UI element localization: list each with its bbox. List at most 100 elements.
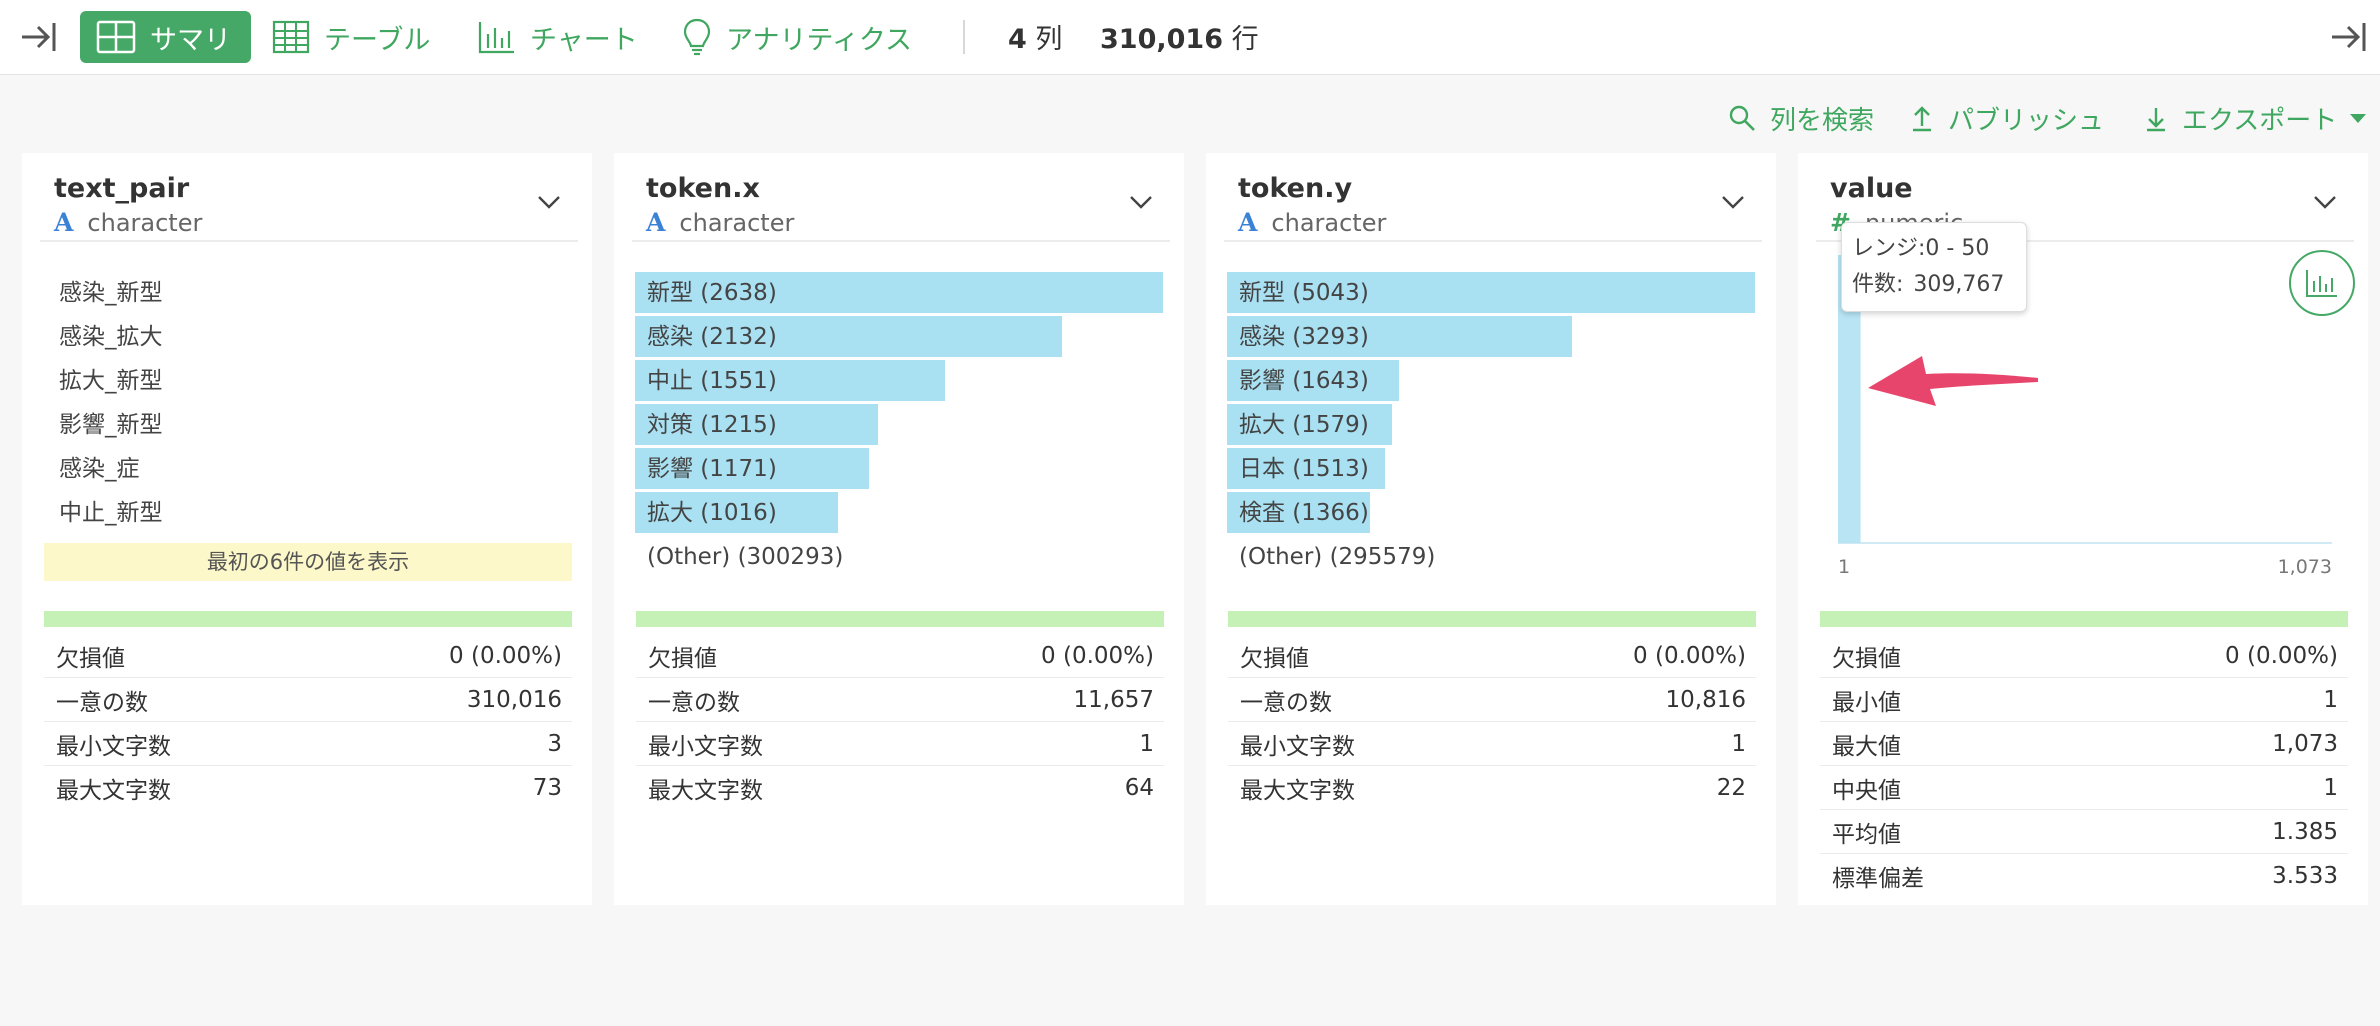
list-item: 感染_新型 — [43, 271, 571, 315]
value-label: 拡大 (1579) — [1239, 412, 1369, 438]
search-columns-label: 列を検索 — [1770, 105, 1875, 136]
stat-row: 一意の数 11,657 — [636, 678, 1164, 722]
list-item[interactable]: 検査 (1366) — [1227, 491, 1755, 535]
missing-value-bar — [636, 611, 1164, 627]
column-type: A character — [646, 207, 794, 239]
stat-value: 22 — [1716, 775, 1746, 801]
list-item[interactable]: 拡大 (1579) — [1227, 403, 1755, 447]
header-divider — [632, 240, 1170, 242]
stat-value: 11,657 — [1073, 686, 1154, 713]
tab-analytics[interactable]: アナリティクス — [682, 11, 912, 63]
frequency-bar — [635, 404, 878, 445]
value-label: 感染_拡大 — [59, 324, 163, 350]
tab-summary[interactable]: サマリ — [80, 11, 251, 63]
value-label: 感染_新型 — [59, 280, 163, 306]
value-label: 拡大_新型 — [59, 368, 163, 394]
list-item[interactable]: 中止 (1551) — [635, 359, 1163, 403]
stat-row: 最小値 1 — [1820, 678, 2348, 722]
row-count-unit: 行 — [1231, 24, 1259, 55]
value-label: 新型 (2638) — [647, 280, 777, 306]
list-item[interactable]: 感染 (2132) — [635, 315, 1163, 359]
column-menu-chevron-icon[interactable] — [536, 189, 562, 215]
histogram-chart[interactable]: 1 1,073 — [1818, 243, 2348, 583]
list-item[interactable]: 影響 (1643) — [1227, 359, 1755, 403]
list-item: (Other) (300293) — [635, 535, 1163, 579]
stat-label: 最大値 — [1832, 733, 1901, 760]
x-tick-max: 1,073 — [2278, 556, 2332, 578]
value-label: 感染 (3293) — [1239, 324, 1369, 350]
collapse-left-icon[interactable] — [16, 14, 62, 60]
stat-label: 中央値 — [1832, 777, 1901, 804]
column-menu-chevron-icon[interactable] — [1720, 189, 1746, 215]
publish-label: パブリッシュ — [1948, 105, 2105, 136]
stat-row: 一意の数 310,016 — [44, 678, 572, 722]
column-name: value — [1830, 173, 1913, 204]
character-type-icon: A — [1238, 208, 1258, 237]
character-type-icon: A — [646, 208, 666, 237]
search-columns-button[interactable]: 列を検索 — [1728, 100, 1874, 136]
tooltip-count-label: 件数: — [1852, 272, 1904, 297]
list-item[interactable]: 対策 (1215) — [635, 403, 1163, 447]
tab-table-label: テーブル — [324, 24, 431, 56]
column-type: A character — [1238, 207, 1386, 239]
stat-value: 0 (0.00%) — [2225, 642, 2338, 669]
missing-value-bar — [1228, 611, 1756, 627]
column-card-text-pair: text_pair A character 感染_新型 感染_拡大 拡大_新型 … — [22, 153, 592, 905]
column-name: token.x — [646, 173, 760, 204]
stat-value: 1 — [1139, 730, 1154, 757]
tab-chart[interactable]: チャート — [478, 11, 638, 63]
list-item[interactable]: 拡大 (1016) — [635, 491, 1163, 535]
stat-row: 平均値 1.385 — [1820, 810, 2348, 854]
row-count-value: 310,016 — [1100, 24, 1223, 55]
frequency-bar — [1227, 404, 1392, 445]
table-icon — [272, 20, 310, 54]
stat-label: 最小文字数 — [648, 733, 763, 760]
frequency-bar — [635, 272, 1163, 313]
missing-value-bar — [44, 611, 572, 627]
frequency-bar — [1227, 492, 1370, 533]
column-menu-chevron-icon[interactable] — [1128, 189, 1154, 215]
caret-down-icon — [2350, 114, 2367, 123]
stats-table: 欠損値 0 (0.00%) 一意の数 11,657 最小文字数 1 最大文字数 64 — [636, 634, 1164, 810]
stat-label: 最小値 — [1832, 689, 1901, 716]
export-button[interactable]: エクスポート — [2144, 100, 2369, 136]
chart-view-button[interactable] — [2289, 250, 2355, 316]
stat-row: 最大値 1,073 — [1820, 722, 2348, 766]
column-card-token-x: token.x A character 新型 (2638) 感染 (2132) … — [614, 153, 1184, 905]
stat-label: 欠損値 — [1832, 645, 1901, 672]
stat-label: 一意の数 — [648, 689, 740, 716]
list-item[interactable]: 新型 (5043) — [1227, 271, 1755, 315]
header-divider — [1224, 240, 1762, 242]
value-list: 感染_新型 感染_拡大 拡大_新型 影響_新型 感染_症 中止_新型 — [43, 271, 571, 535]
stat-value: 1 — [2323, 686, 2338, 713]
stat-value: 64 — [1124, 775, 1154, 801]
row-count: 310,016 行 — [1100, 17, 1259, 56]
list-item[interactable]: 新型 (2638) — [635, 271, 1163, 315]
value-label: 日本 (1513) — [1239, 456, 1369, 482]
column-type: A character — [54, 207, 202, 239]
column-header: token.x A character — [646, 171, 794, 239]
list-item: 拡大_新型 — [43, 359, 571, 403]
stat-label: 最大文字数 — [1240, 778, 1355, 804]
stat-label: 最大文字数 — [56, 778, 171, 804]
column-menu-chevron-icon[interactable] — [2312, 189, 2338, 215]
value-label: 感染 (2132) — [647, 324, 777, 350]
publish-button[interactable]: パブリッシュ — [1910, 100, 2104, 136]
stat-label: 欠損値 — [56, 645, 125, 672]
list-item[interactable]: 日本 (1513) — [1227, 447, 1755, 491]
value-label: 新型 (5043) — [1239, 280, 1369, 306]
stat-value: 3 — [547, 730, 562, 757]
list-item[interactable]: 影響 (1171) — [635, 447, 1163, 491]
frequency-bar — [635, 360, 945, 401]
missing-value-bar — [1820, 611, 2348, 627]
stat-value: 10,816 — [1665, 686, 1746, 713]
stats-table: 欠損値 0 (0.00%) 最小値 1 最大値 1,073 中央値 1 平均値 1.385… — [1820, 634, 2348, 898]
value-label: 拡大 (1016) — [647, 500, 777, 526]
tooltip-range: レンジ:0 - 50 — [1852, 231, 2026, 267]
list-item[interactable]: 感染 (3293) — [1227, 315, 1755, 359]
tooltip-count-value: 309,767 — [1913, 272, 2005, 297]
frequency-bar — [1227, 316, 1572, 357]
stat-value: 73 — [532, 775, 562, 801]
tab-table[interactable]: テーブル — [272, 11, 430, 63]
collapse-right-icon[interactable] — [2326, 14, 2372, 60]
